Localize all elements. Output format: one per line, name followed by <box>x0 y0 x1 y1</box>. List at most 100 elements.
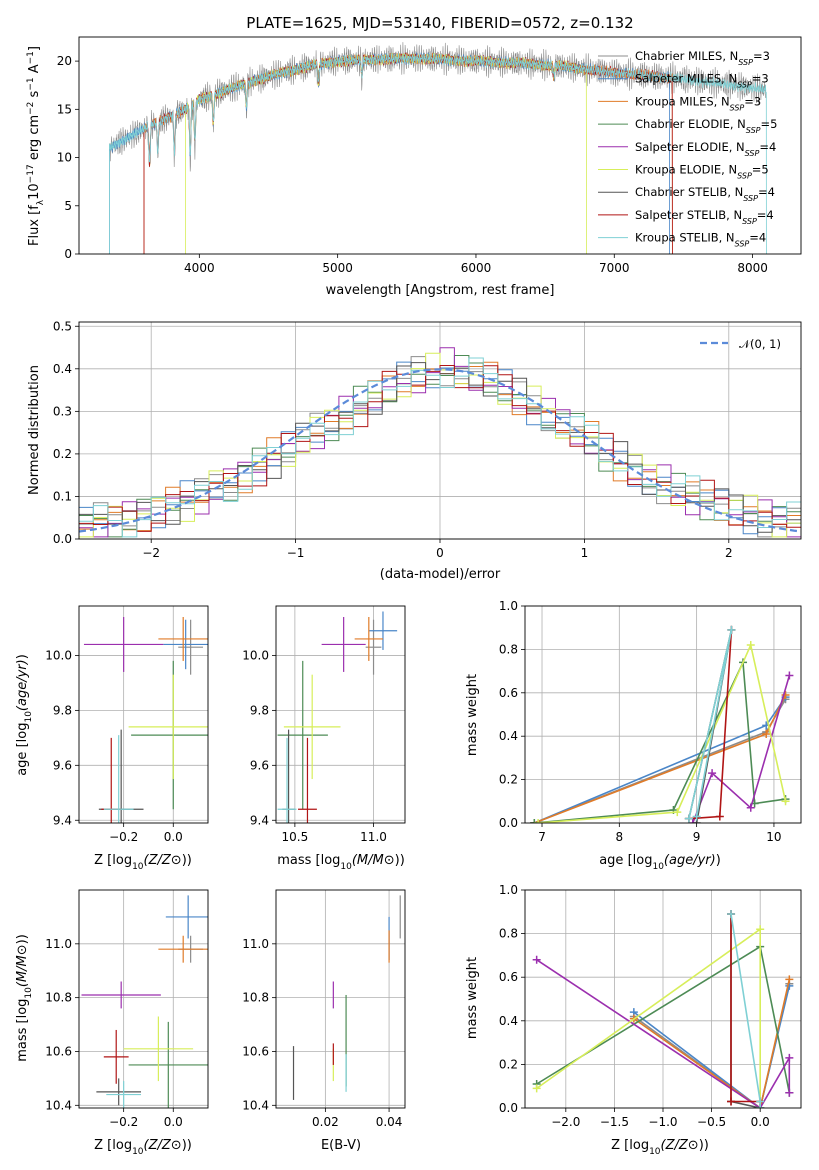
errorbars <box>83 616 208 823</box>
age-vs-mass-panel: 10.5 11.0 9.4 9.6 9.8 10.0 mass [log10(M/M⊙)) <box>242 605 406 872</box>
x-tick-label: 10 <box>766 830 781 844</box>
label-fragment: ⊙)) <box>688 1138 709 1153</box>
label-fragment: =4 <box>758 185 775 199</box>
label-fragment: Flux [f <box>27 205 42 246</box>
weight-line <box>730 913 761 1108</box>
label-fragment: Chabrier MILES, N <box>635 49 738 63</box>
y-axis-label: mass weight <box>465 674 480 756</box>
spectrum-model-line <box>143 52 673 254</box>
y-tick-label: 10.6 <box>242 1044 269 1058</box>
x-tick-label: 2 <box>725 546 733 560</box>
label-fragment: ) <box>15 654 30 659</box>
mass-vs-ebv-panel: 0.02 0.04 10.4 10.6 10.8 11.0 E(B-V) <box>242 889 406 1153</box>
weight-line <box>633 979 791 1108</box>
y-tick-label: 0.2 <box>499 773 518 787</box>
errorbar-point <box>354 616 383 661</box>
y-axis-label: Flux [fλ10−17 erg cm−2 s−1 A−1] <box>26 46 46 246</box>
errorbars <box>81 895 208 1108</box>
axes-frame <box>78 605 209 824</box>
y-axis-label: mass weight <box>465 957 480 1039</box>
errorbar-point <box>321 616 366 672</box>
y-axis-label: mass [log10(M/M⊙)) <box>15 934 34 1062</box>
label-fragment: ) <box>716 853 721 868</box>
weight-marker <box>532 1084 541 1093</box>
y-tick-label: 10.4 <box>242 1098 269 1112</box>
errorbar-point <box>128 1021 208 1108</box>
x-tick-label: 6000 <box>461 261 492 275</box>
axes-frame <box>78 36 802 255</box>
weight-line <box>633 985 791 1108</box>
y-tick-label: 9.4 <box>53 813 72 827</box>
age-vs-metallicity-panel: −0.2 0.09.49.69.810.0Z [log10(Z/Z⊙))age [… <box>15 605 209 872</box>
weight-marker <box>785 1053 794 1062</box>
x-tick-label: 0.0 <box>164 830 183 844</box>
label-fragment: Salpeter ELODIE, N <box>635 140 745 154</box>
label-fragment: SSP <box>737 171 752 180</box>
mass-weight-vs-metallicity-panel: −2.0 −1.5 −1.0 −0.5 0.0 0.0 0.2 0.4 0.6 0.8 1.0 Z [… <box>465 883 802 1157</box>
label-fragment: s <box>27 90 42 101</box>
y-tick-label: 0.0 <box>499 816 518 830</box>
y-tick-label: 9.8 <box>53 703 72 717</box>
errorbar-point <box>158 616 208 661</box>
y-tick-label: 0.2 <box>499 1057 518 1071</box>
errorbar-point <box>96 1078 142 1106</box>
y-axis-label: Normed distribution <box>27 365 42 495</box>
weight-marker <box>762 730 771 739</box>
x-tick-label: 10.5 <box>282 830 309 844</box>
label-fragment: SSP <box>738 58 753 67</box>
weight-marker <box>673 808 682 817</box>
label-fragment: ⊙)) <box>171 853 192 868</box>
label-fragment: =5 <box>752 163 769 177</box>
label-fragment: age [log <box>599 853 652 868</box>
label-fragment: =3 <box>752 72 769 86</box>
legend-label: Salpeter ELODIE, NSSP=4 <box>635 140 776 158</box>
weight-marker <box>688 819 697 823</box>
label-fragment: Chabrier STELIB, N <box>635 185 743 199</box>
x-tick-label: −1.0 <box>648 1115 677 1129</box>
legend-label: Kroupa STELIB, NSSP=4 <box>635 231 766 249</box>
spectrum-model-line <box>109 52 670 254</box>
label-fragment: Chabrier ELODIE, N <box>635 117 746 131</box>
weight-marker <box>785 671 794 680</box>
weight-marker <box>532 955 541 964</box>
y-tick-label: 0.4 <box>499 729 518 743</box>
x-axis-label: (data-model)/error <box>380 567 501 582</box>
y-tick-label: 0.4 <box>499 1014 518 1028</box>
y-tick-label: 0.8 <box>499 642 518 656</box>
label-fragment: 10 <box>340 862 352 872</box>
errorbar-point <box>165 895 208 939</box>
label-fragment: age [log <box>15 723 30 776</box>
x-tick-label: 8 <box>615 830 623 844</box>
label-fragment: Kroupa STELIB, N <box>635 231 735 245</box>
x-axis-label: Z [log10(Z/Z⊙)) <box>611 1138 709 1157</box>
x-tick-label: −1.5 <box>600 1115 629 1129</box>
weight-marker <box>530 819 539 823</box>
gaussian-reference-curve <box>79 368 801 533</box>
label-fragment: SSP <box>742 216 757 225</box>
errorbar-point <box>298 737 317 823</box>
x-tick-label: 7 <box>538 830 546 844</box>
errorbar-point <box>277 737 297 823</box>
label-fragment: Salpeter STELIB, N <box>635 208 742 222</box>
label-fragment: (age/yr) <box>664 853 716 868</box>
label-fragment: ⊙)) <box>171 1138 192 1153</box>
x-tick-label: −1 <box>287 546 305 560</box>
y-tick-label: 0.6 <box>499 970 518 984</box>
label-fragment: Kroupa MILES, N <box>635 94 730 108</box>
axes-frame <box>524 605 802 824</box>
label-fragment: Z [log <box>94 853 132 868</box>
x-tick-label: 0.0 <box>164 1115 183 1129</box>
y-tick-label: 9.6 <box>53 758 72 772</box>
errorbar-point <box>277 660 328 810</box>
label-fragment: Z [log <box>611 1138 649 1153</box>
label-fragment: =3 <box>753 49 770 63</box>
label-fragment: mass [log <box>277 853 340 868</box>
legend-label: 𝒩(0, 1) <box>739 337 781 351</box>
weight-line <box>534 659 786 823</box>
weight-line <box>536 927 761 1108</box>
errorbar-point <box>368 611 398 650</box>
label-fragment: SSP <box>735 239 750 248</box>
y-tick-label: 15 <box>57 102 72 116</box>
errorbars <box>292 895 401 1100</box>
